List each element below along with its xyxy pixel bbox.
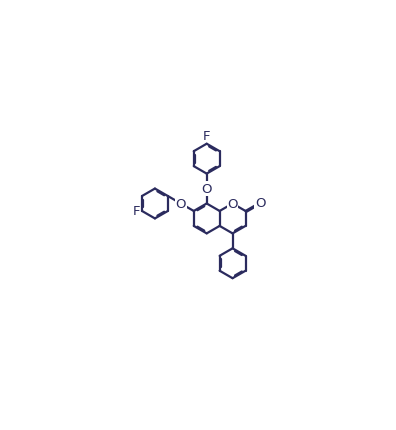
Text: O: O — [255, 197, 265, 210]
Text: F: F — [132, 205, 140, 218]
Text: O: O — [227, 197, 238, 210]
Text: O: O — [175, 197, 186, 211]
Text: O: O — [202, 183, 212, 196]
Text: F: F — [203, 129, 210, 142]
